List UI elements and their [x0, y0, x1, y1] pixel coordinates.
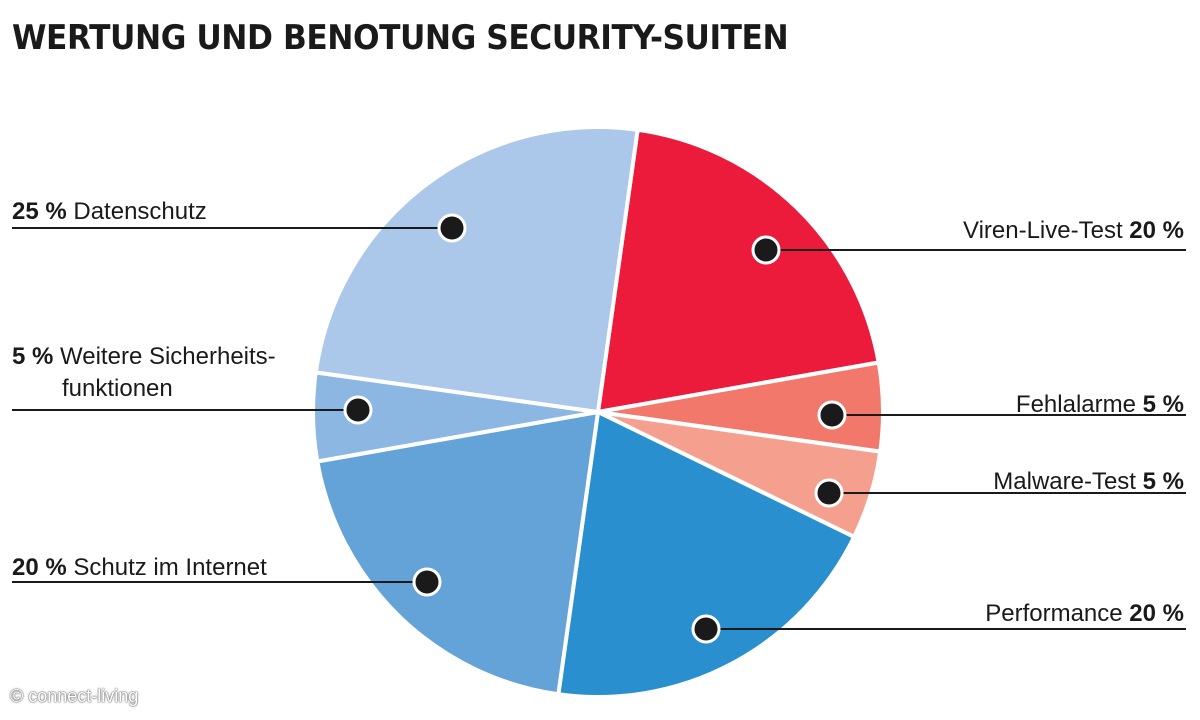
slice-label-value: 20 % — [1129, 217, 1184, 244]
pie-slice-datenschutz — [313, 125, 640, 414]
slice-label-name: Weitere Sicherheits- — [60, 343, 276, 370]
slice-label-datenschutz: 25 % Datenschutz — [12, 198, 207, 225]
slice-label-name: Malware-Test — [993, 468, 1142, 495]
leader-dot-datenschutz — [437, 213, 467, 243]
slice-labels: Viren-Live-Test 20 %Fehlalarme 5 %Malwar… — [12, 198, 1184, 627]
slice-label-value: 5 % — [1143, 391, 1184, 418]
leader-dot-schutz-im-internet — [412, 567, 442, 597]
slice-label-name: Performance — [985, 600, 1129, 627]
slice-label-weitere-sicherheits-funktionen: 5 % Weitere Sicherheits-funktionen — [12, 343, 276, 402]
leader-dot-viren-live-test — [751, 235, 781, 265]
pie-slice-schutz-im-internet — [315, 410, 600, 697]
slice-label-name-continued: funktionen — [62, 375, 173, 402]
leader-dot-malware-test — [814, 478, 844, 508]
slice-label-fehlalarme: Fehlalarme 5 % — [1016, 391, 1184, 418]
leader-lines — [12, 213, 1186, 644]
pie-slice-viren-live-test — [596, 127, 881, 414]
slice-label-value: 25 % — [12, 198, 73, 225]
pie-slice-performance — [556, 410, 857, 699]
slice-label-performance: Performance 20 % — [985, 600, 1184, 627]
slice-label-name: Datenschutz — [73, 198, 206, 225]
pie-slices — [311, 125, 885, 699]
slice-label-value: 20 % — [12, 554, 73, 581]
slice-label-malware-test: Malware-Test 5 % — [993, 468, 1184, 495]
leader-dot-weitere-sicherheits-funktionen — [343, 395, 373, 425]
copyright-notice: © connect-living — [10, 686, 139, 706]
slice-label-name: Schutz im Internet — [73, 554, 267, 581]
slice-label-value: 20 % — [1129, 600, 1184, 627]
slice-label-viren-live-test: Viren-Live-Test 20 % — [963, 217, 1184, 244]
leader-dot-fehlalarme — [817, 400, 847, 430]
slice-label-value: 5 % — [1143, 468, 1184, 495]
chart-title: WERTUNG UND BENOTUNG SECURITY-SUITEN — [12, 18, 789, 58]
slice-label-value: 5 % — [12, 343, 60, 370]
slice-label-name: Fehlalarme — [1016, 391, 1143, 418]
slice-label-name: Viren-Live-Test — [963, 217, 1129, 244]
leader-dot-performance — [691, 614, 721, 644]
slice-label-schutz-im-internet: 20 % Schutz im Internet — [12, 554, 267, 581]
